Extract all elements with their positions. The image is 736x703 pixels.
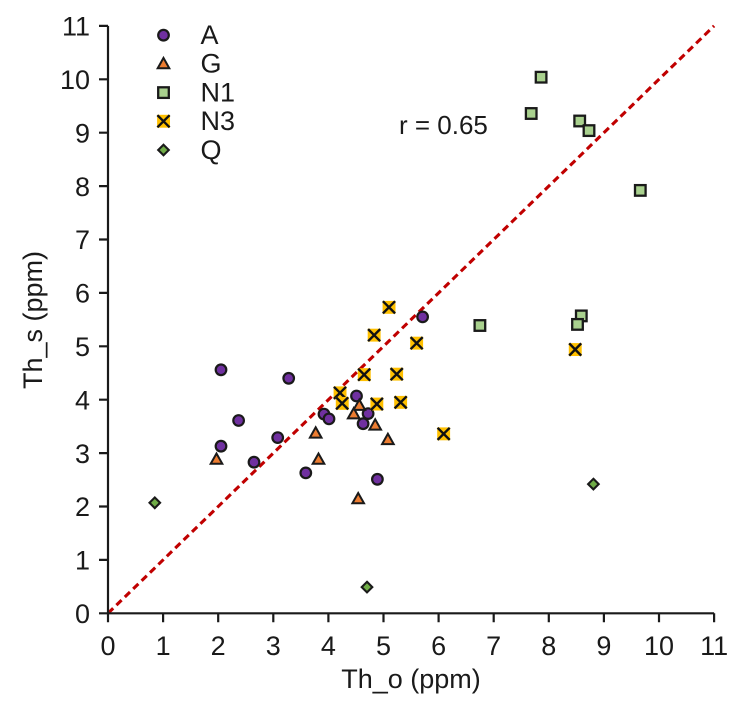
svg-text:1: 1 <box>156 631 171 661</box>
svg-text:4: 4 <box>321 631 336 661</box>
svg-text:9: 9 <box>596 631 611 661</box>
svg-text:3: 3 <box>75 439 90 469</box>
svg-text:2: 2 <box>75 492 90 522</box>
svg-text:3: 3 <box>266 631 281 661</box>
svg-text:10: 10 <box>644 631 674 661</box>
svg-text:11: 11 <box>62 12 90 42</box>
svg-text:11: 11 <box>700 631 728 661</box>
svg-text:G: G <box>201 49 222 79</box>
svg-text:8: 8 <box>75 172 90 202</box>
svg-text:N3: N3 <box>201 106 236 136</box>
svg-text:1: 1 <box>75 546 90 576</box>
svg-text:7: 7 <box>486 631 501 661</box>
svg-text:2: 2 <box>211 631 226 661</box>
svg-text:Th_o (ppm): Th_o (ppm) <box>341 664 481 694</box>
svg-text:6: 6 <box>75 279 90 309</box>
svg-text:9: 9 <box>75 118 90 148</box>
svg-text:r = 0.65: r = 0.65 <box>399 110 488 140</box>
svg-text:5: 5 <box>376 631 391 661</box>
svg-text:5: 5 <box>75 332 90 362</box>
svg-text:7: 7 <box>75 225 90 255</box>
svg-text:Q: Q <box>201 135 222 165</box>
svg-text:0: 0 <box>100 631 115 661</box>
svg-text:A: A <box>201 20 219 50</box>
svg-text:8: 8 <box>541 631 556 661</box>
svg-text:10: 10 <box>60 65 90 95</box>
svg-text:0: 0 <box>75 599 90 629</box>
svg-text:6: 6 <box>431 631 446 661</box>
svg-text:Th_s (ppm): Th_s (ppm) <box>18 251 48 389</box>
svg-text:N1: N1 <box>201 77 236 107</box>
svg-text:4: 4 <box>75 385 90 415</box>
